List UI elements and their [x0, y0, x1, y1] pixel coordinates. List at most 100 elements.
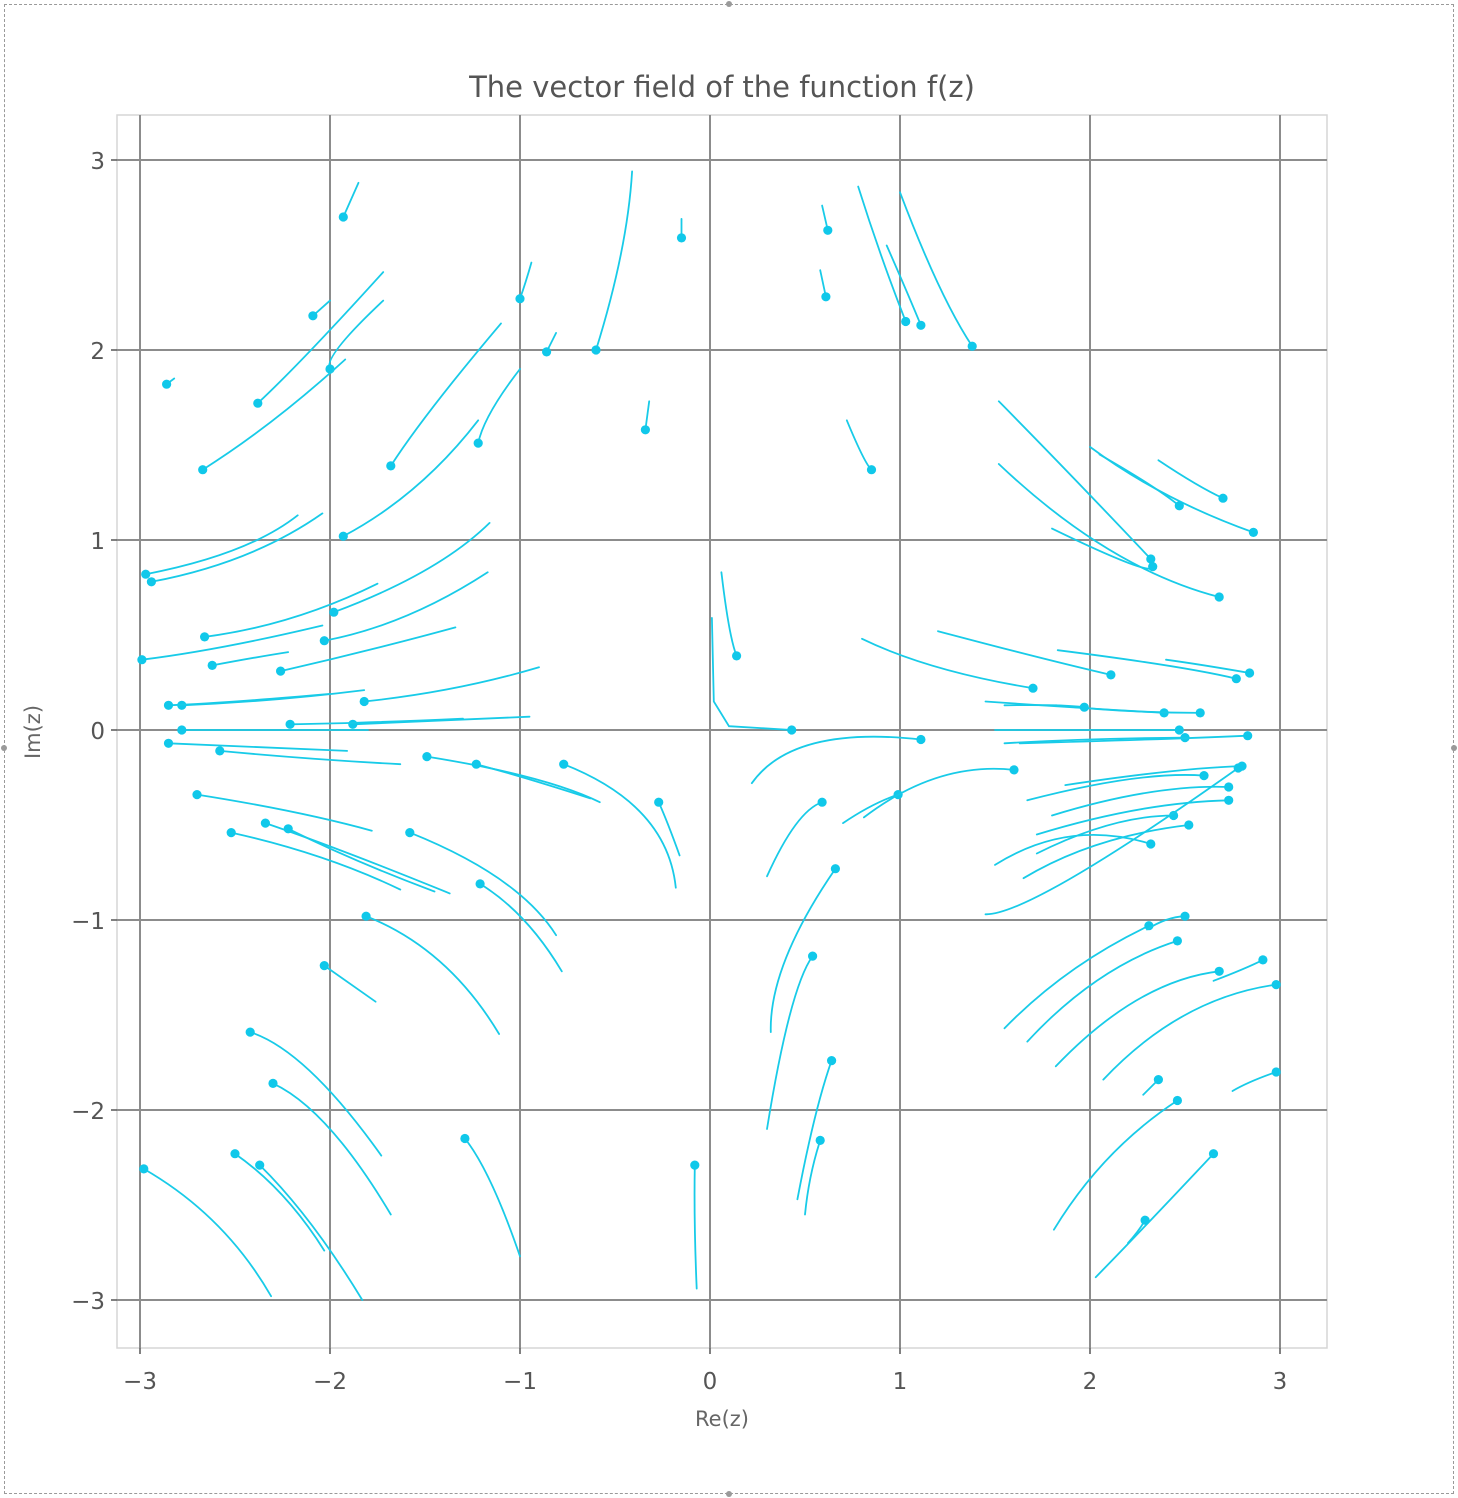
frame-handle-right[interactable] — [1451, 745, 1457, 751]
streamline — [1098, 453, 1181, 507]
streamline-head-marker — [348, 719, 358, 729]
streamline-head-marker — [515, 294, 525, 304]
streamline-head-marker — [192, 790, 202, 800]
streamline — [1003, 924, 1150, 1030]
streamline — [287, 827, 436, 893]
streamline-head-marker — [245, 1027, 255, 1037]
streamline — [167, 742, 348, 752]
streamline — [332, 522, 491, 614]
streamline-head-marker — [1271, 1067, 1281, 1077]
y-tick-label: 1 — [90, 529, 105, 555]
streamline — [693, 1164, 698, 1290]
frame-handle-top[interactable] — [726, 1, 732, 7]
streamlines — [137, 170, 1281, 1301]
streamline-head-marker — [283, 824, 293, 834]
streamline-head-marker — [226, 828, 236, 838]
streamline — [342, 181, 360, 218]
streamline-head-marker — [1140, 1215, 1150, 1225]
frame-handle-left[interactable] — [1, 745, 7, 751]
y-tick-label: 0 — [90, 719, 105, 745]
streamline-head-marker — [1214, 592, 1224, 602]
streamline-head-marker — [1245, 668, 1255, 678]
streamline-head-marker — [591, 345, 601, 355]
streamline-head-marker — [200, 632, 210, 642]
streamline-head-marker — [1106, 670, 1116, 680]
streamline — [351, 715, 531, 726]
streamline — [218, 750, 402, 766]
streamline — [562, 763, 677, 889]
streamline-head-marker — [329, 607, 339, 617]
streamline — [1056, 649, 1238, 680]
streamline — [1035, 799, 1230, 836]
streamline-head-marker — [1153, 1075, 1163, 1085]
streamline-head-marker — [1009, 765, 1019, 775]
streamline — [994, 834, 1152, 866]
streamline-head-marker — [255, 1160, 265, 1170]
streamline — [984, 767, 1240, 916]
streamline-head-marker — [1231, 674, 1241, 684]
streamline-head-marker — [823, 225, 833, 235]
streamline-head-marker — [319, 961, 329, 971]
streamline-head-marker — [827, 1056, 837, 1066]
streamline-head-marker — [1243, 731, 1253, 741]
x-tick-label: −1 — [503, 1369, 537, 1395]
streamline-head-marker — [808, 951, 818, 961]
streamline — [249, 1031, 383, 1157]
streamline-head-marker — [146, 577, 156, 587]
streamline — [141, 624, 324, 661]
streamline — [711, 617, 793, 731]
streamline — [857, 185, 907, 323]
streamline-head-marker — [542, 347, 552, 357]
streamline-head-marker — [1199, 771, 1209, 781]
streamline-head-marker — [1148, 562, 1158, 572]
streamline — [211, 651, 290, 667]
streamline-head-marker — [308, 311, 318, 321]
streamline — [477, 368, 521, 444]
streamline-head-marker — [1079, 702, 1089, 712]
streamline-head-marker — [1271, 980, 1281, 990]
streamline — [475, 763, 592, 800]
streamline — [258, 1164, 364, 1301]
streamline-head-marker — [473, 438, 483, 448]
streamline — [464, 1137, 521, 1258]
streamline-head-marker — [901, 316, 911, 327]
y-axis-label: Im(z) — [21, 705, 45, 759]
x-tick-label: 2 — [1083, 1369, 1098, 1395]
streamline-head-marker — [359, 696, 369, 707]
x-tick-label: 3 — [1273, 1369, 1288, 1395]
streamline — [997, 463, 1221, 598]
streamline — [1026, 940, 1179, 1043]
streamline-head-marker — [1214, 966, 1224, 976]
streamline-head-marker — [1195, 708, 1205, 718]
streamline-head-marker — [177, 725, 187, 735]
streamline — [272, 1082, 392, 1216]
streamline — [363, 666, 540, 703]
streamline — [342, 419, 480, 538]
streamline — [1102, 983, 1278, 1081]
streamline-head-marker — [676, 233, 687, 243]
streamline — [365, 915, 500, 1035]
streamline — [167, 693, 331, 707]
streamline-head-marker — [276, 666, 286, 676]
streamline-head-marker — [215, 746, 225, 756]
frame-handle-bottom[interactable] — [726, 1491, 732, 1497]
streamline — [863, 767, 1015, 819]
streamline-head-marker — [386, 461, 396, 471]
streamline — [1035, 814, 1175, 855]
streamline — [1022, 824, 1190, 880]
x-tick-label: 1 — [893, 1369, 908, 1395]
streamline-head-marker — [1218, 493, 1228, 503]
streamline-head-marker — [207, 660, 217, 671]
x-tick-label: −3 — [123, 1369, 157, 1395]
streamline-head-marker — [285, 719, 295, 729]
streamline-head-marker — [559, 759, 569, 769]
streamline — [323, 964, 377, 1003]
streamline-head-marker — [319, 636, 329, 646]
streamline — [595, 170, 633, 351]
streamline — [804, 1139, 822, 1216]
streamline-head-marker — [1184, 820, 1194, 830]
streamline-head-marker — [1028, 683, 1038, 693]
streamline — [426, 755, 601, 804]
streamline-head-marker — [1208, 1149, 1219, 1159]
streamline-head-marker — [253, 398, 263, 408]
